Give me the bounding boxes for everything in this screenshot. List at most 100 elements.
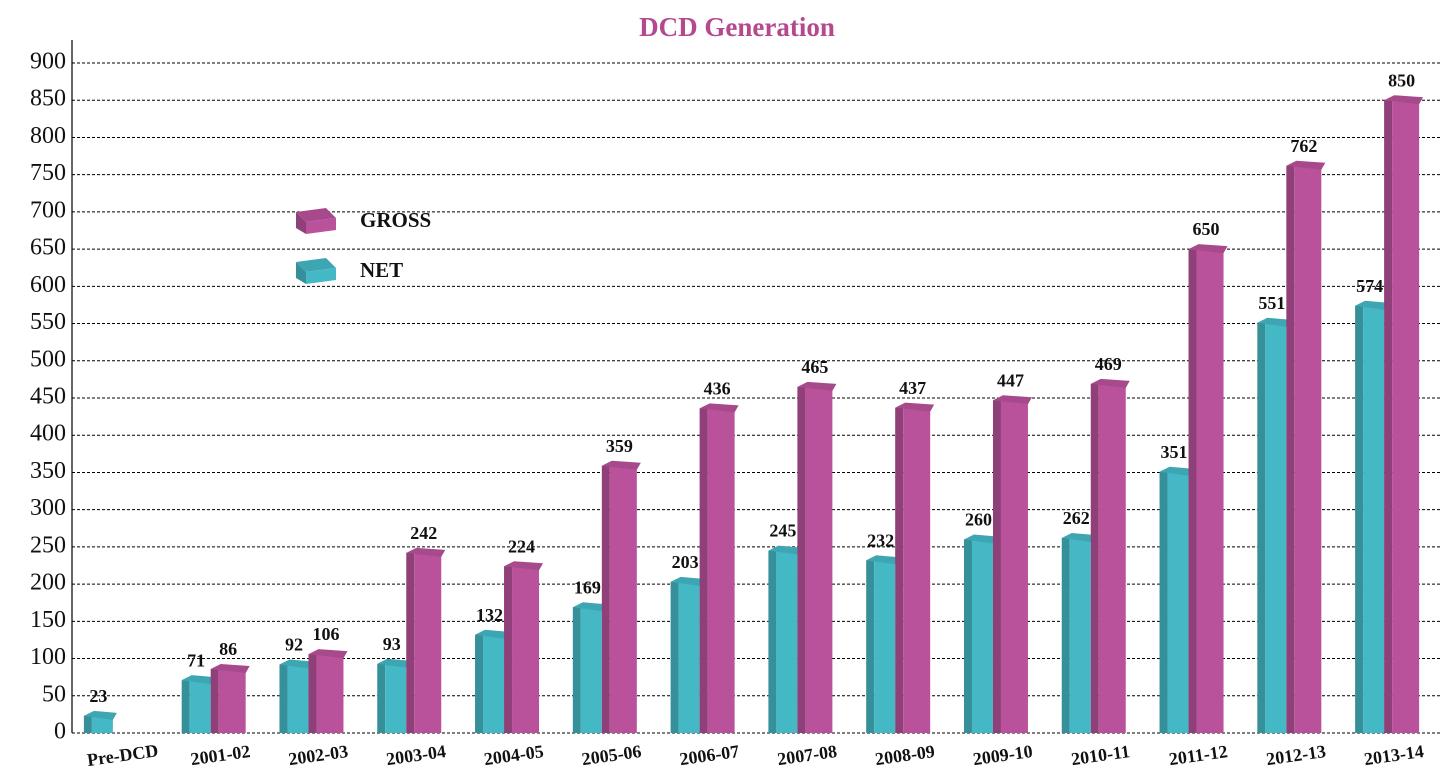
bar-top — [377, 658, 411, 668]
y-tick-label: 550 — [30, 309, 66, 335]
legend-swatch-side — [296, 262, 306, 284]
y-tick-label: 250 — [30, 532, 66, 558]
value-label: 71 — [187, 650, 205, 670]
bar-front — [414, 552, 442, 733]
value-label: 437 — [899, 378, 926, 398]
value-label: 106 — [312, 624, 339, 644]
x-tick-label: 2013-14 — [1363, 741, 1425, 769]
bar — [895, 402, 935, 733]
bar-front — [1363, 305, 1385, 733]
bar-front — [874, 560, 896, 733]
value-label: 469 — [1095, 354, 1122, 374]
bar-side — [1188, 249, 1197, 733]
bar — [504, 561, 544, 733]
bar-front — [609, 465, 637, 733]
value-label: 574 — [1356, 276, 1383, 296]
bar — [670, 576, 704, 733]
bar-front — [776, 550, 798, 733]
value-label: 351 — [1161, 442, 1188, 462]
bar — [1090, 378, 1130, 733]
bar-front — [1392, 100, 1420, 733]
x-tick-label: 2007-08 — [776, 741, 838, 769]
bar — [797, 381, 837, 733]
bar-front — [678, 581, 700, 733]
bar-side — [992, 400, 1001, 733]
x-tick-label: 2012-13 — [1265, 741, 1327, 769]
bar-top — [1188, 244, 1228, 254]
bar-front — [971, 539, 993, 733]
bar-top — [308, 649, 348, 659]
y-tick-label: 150 — [30, 607, 66, 633]
bar — [1355, 300, 1389, 733]
bar-front — [1167, 471, 1189, 733]
x-tick-label: 2009-10 — [972, 741, 1034, 769]
bar-top — [992, 395, 1032, 405]
legend-label: GROSS — [360, 208, 431, 232]
bar-side — [866, 560, 875, 733]
value-label: 93 — [383, 634, 401, 654]
value-label: 650 — [1193, 219, 1220, 239]
value-label: 762 — [1290, 136, 1317, 156]
bar — [601, 460, 641, 733]
y-tick-label: 400 — [30, 421, 66, 447]
bar-top — [1061, 532, 1095, 542]
bar-side — [308, 654, 317, 733]
x-tick-label: 2003-04 — [385, 741, 447, 769]
value-label: 436 — [704, 379, 731, 399]
bar — [406, 547, 446, 733]
bar — [963, 534, 997, 733]
bar-front — [805, 386, 833, 733]
bar-side — [572, 607, 581, 733]
bar-side — [83, 715, 92, 733]
bar — [83, 710, 117, 733]
x-tick-label: Pre-DCD — [86, 740, 160, 770]
bar-top — [699, 403, 739, 413]
bar — [866, 555, 900, 733]
legend-swatch-top — [296, 258, 336, 272]
x-tick-label: 2011-12 — [1168, 741, 1229, 769]
bar — [377, 658, 411, 733]
y-tick-label: 450 — [30, 384, 66, 410]
bar-side — [1384, 100, 1393, 733]
bar-side — [279, 664, 288, 733]
bar-top — [797, 381, 837, 391]
bar-top — [1159, 466, 1193, 476]
bar-top — [83, 710, 117, 720]
bar — [768, 545, 802, 733]
y-tick-label: 700 — [30, 197, 66, 223]
y-tick-label: 800 — [30, 123, 66, 149]
bar-top — [1286, 160, 1326, 170]
value-label: 132 — [476, 605, 503, 625]
bar-front — [1294, 165, 1322, 733]
bar-front — [316, 654, 344, 733]
y-tick-label: 200 — [30, 570, 66, 596]
bar — [1188, 244, 1228, 733]
bar — [1257, 317, 1291, 733]
y-tick-label: 0 — [54, 719, 66, 745]
bar-side — [963, 539, 972, 733]
value-label: 551 — [1258, 293, 1285, 313]
bar-side — [601, 465, 610, 733]
bar-front — [287, 664, 309, 733]
y-tick-label: 500 — [30, 346, 66, 372]
bar-side — [797, 386, 806, 733]
bar-side — [210, 668, 219, 733]
value-label: 262 — [1063, 508, 1090, 528]
bar-front — [1265, 322, 1287, 733]
bar — [181, 675, 215, 733]
bar-side — [699, 408, 708, 733]
y-tick-label: 50 — [42, 681, 66, 707]
bar-front — [580, 607, 602, 733]
legend-swatch-front — [306, 218, 336, 234]
bar-top — [181, 675, 215, 685]
bar-side — [1355, 305, 1364, 733]
bar-top — [963, 534, 997, 544]
bar-front — [1000, 400, 1028, 733]
bar-top — [279, 659, 313, 669]
bar-side — [406, 552, 415, 733]
bar-side — [377, 663, 386, 733]
bar-side — [181, 680, 190, 733]
bar-front — [1098, 383, 1126, 733]
bar-front — [1069, 537, 1091, 733]
legend-swatch-side — [296, 212, 306, 234]
